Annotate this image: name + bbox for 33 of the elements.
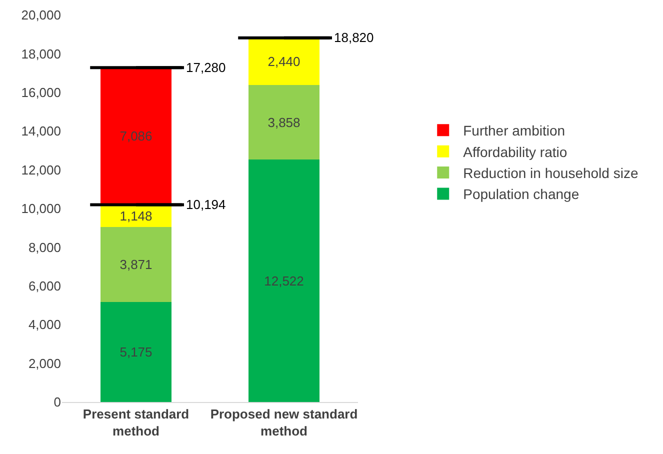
y-tick-label: 0 [54, 394, 61, 410]
data-label: 2,440 [268, 54, 300, 69]
legend-label: Further ambition [463, 122, 566, 139]
annotation: 18,820 [334, 30, 374, 45]
data-label: 3,871 [120, 256, 152, 272]
bar [248, 85, 320, 160]
x-tick-label: Present standard method [82, 406, 190, 438]
y-tick-label: 8,000 [28, 240, 61, 255]
data-label: 1,148 [120, 208, 152, 224]
data-label: 12,522 [264, 273, 304, 288]
bar [100, 226, 172, 302]
bar [100, 68, 172, 205]
x-tick-label: Proposed new standard method [210, 406, 358, 438]
bar [248, 38, 320, 86]
y-tick-label: 6,000 [28, 278, 61, 294]
data-label: 5,175 [120, 344, 152, 360]
y-tick-label: 14,000 [21, 124, 61, 139]
data-label: 3,858 [268, 114, 300, 130]
y-tick-label: 16,000 [21, 84, 61, 100]
y-tick-label: 4,000 [28, 317, 61, 332]
y-tick-label: 12,000 [21, 162, 61, 178]
y-tick-label: 10,000 [21, 201, 61, 216]
data-label: 7,086 [120, 128, 152, 144]
legend-label: Reduction in household size [463, 165, 638, 182]
y-tick-label: 20,000 [21, 8, 61, 23]
y-tick-label: 2,000 [28, 356, 61, 371]
y-tick-label: 18,000 [21, 46, 61, 62]
legend-label: Population change [463, 186, 580, 202]
annotation: 17,280 [186, 60, 226, 75]
legend-label: Affordability ratio [463, 144, 568, 160]
bar [248, 160, 320, 402]
annotation: 10,194 [186, 197, 226, 212]
bar [100, 302, 172, 402]
